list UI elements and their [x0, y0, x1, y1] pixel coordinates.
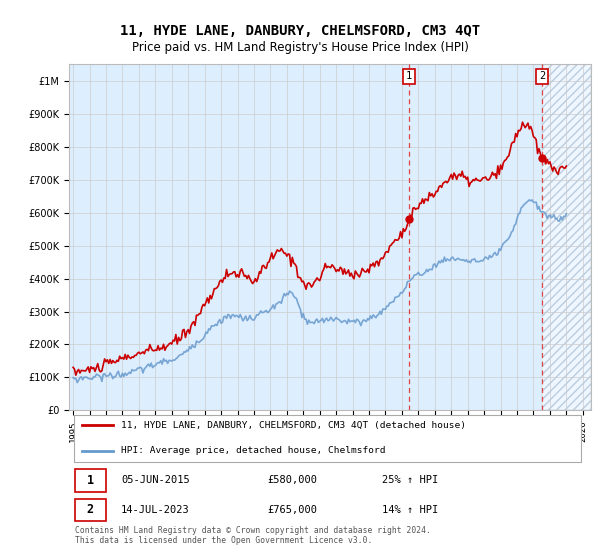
Text: HPI: Average price, detached house, Chelmsford: HPI: Average price, detached house, Chel… [121, 446, 386, 455]
Text: 2: 2 [539, 71, 545, 81]
Text: 11, HYDE LANE, DANBURY, CHELMSFORD, CM3 4QT (detached house): 11, HYDE LANE, DANBURY, CHELMSFORD, CM3 … [121, 421, 466, 430]
FancyBboxPatch shape [75, 469, 106, 492]
FancyBboxPatch shape [74, 415, 581, 463]
Text: 1: 1 [87, 474, 94, 487]
Text: £580,000: £580,000 [268, 475, 317, 486]
Text: 14-JUL-2023: 14-JUL-2023 [121, 505, 190, 515]
Text: 11, HYDE LANE, DANBURY, CHELMSFORD, CM3 4QT: 11, HYDE LANE, DANBURY, CHELMSFORD, CM3 … [120, 24, 480, 38]
Text: 05-JUN-2015: 05-JUN-2015 [121, 475, 190, 486]
FancyBboxPatch shape [75, 499, 106, 521]
Text: 14% ↑ HPI: 14% ↑ HPI [382, 505, 439, 515]
Text: Price paid vs. HM Land Registry's House Price Index (HPI): Price paid vs. HM Land Registry's House … [131, 41, 469, 54]
Text: 1: 1 [406, 71, 412, 81]
Text: £765,000: £765,000 [268, 505, 317, 515]
Text: 25% ↑ HPI: 25% ↑ HPI [382, 475, 439, 486]
Text: 2: 2 [87, 503, 94, 516]
Text: Contains HM Land Registry data © Crown copyright and database right 2024.
This d: Contains HM Land Registry data © Crown c… [75, 526, 431, 545]
